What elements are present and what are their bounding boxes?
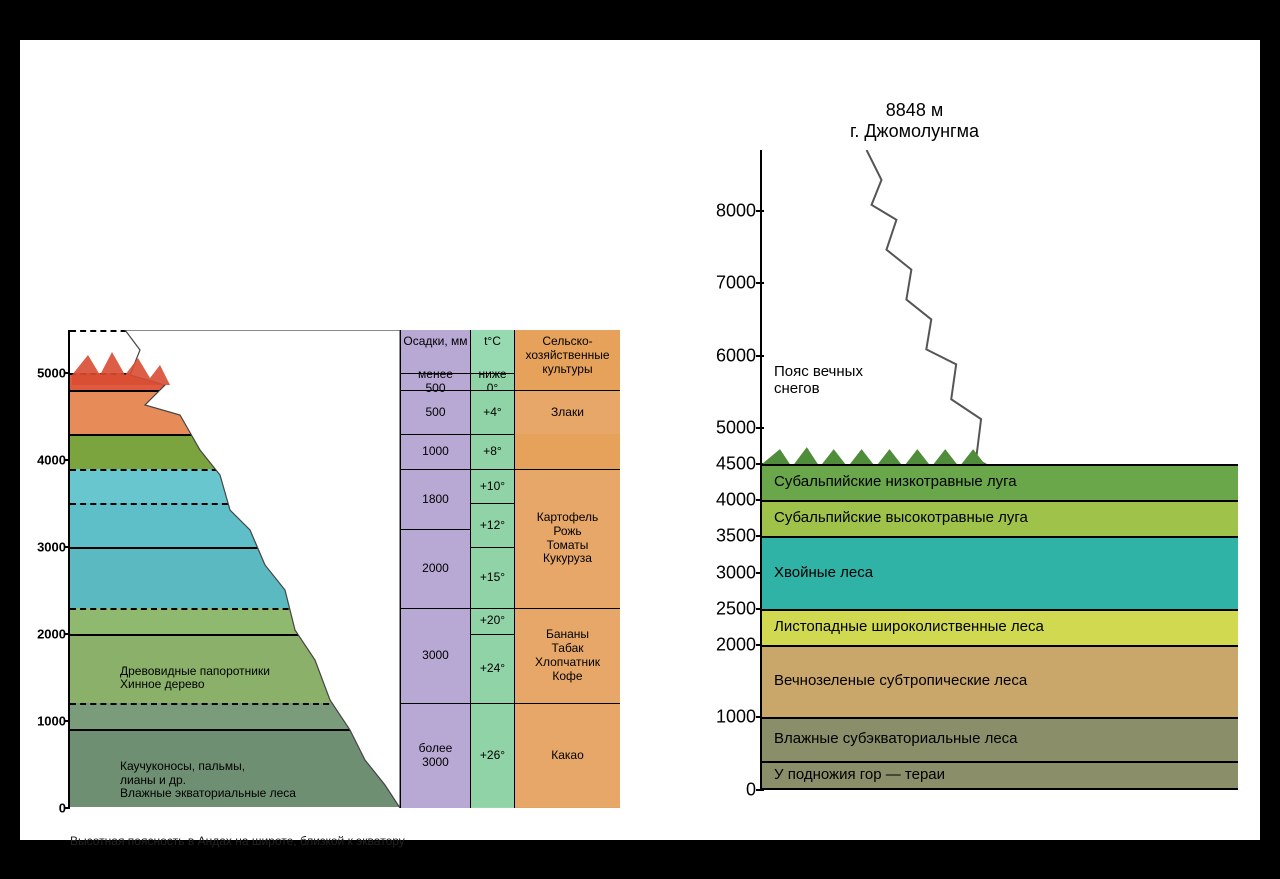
andes-caption: Высотная поясность в Андах на широте, бл… <box>70 834 405 848</box>
everest-snow-label: Пояс вечных снегов <box>774 363 863 398</box>
everest-zone-label-5: Влажные субэкваториальные леса <box>774 730 1018 747</box>
andes-zone-label-8: Древовидные папоротники Хинное дерево <box>120 665 270 691</box>
panel-agriculture: Сельско- хозяйственные культуры Злаки Кар… <box>514 330 620 808</box>
diagram-sheet: 010002000300040005000 Снега и ледникиГол… <box>20 40 1260 840</box>
andes-zone-label-7: Бамбук <box>330 613 371 626</box>
andes-tick-4000: 4000 <box>37 452 66 467</box>
everest-title: 8848 м г. Джомолунгма <box>850 100 979 143</box>
everest-tick-4000: 4000 <box>716 490 756 511</box>
andes-zone-bands: Снега и ледникиГолые скалыКаменистые пус… <box>70 330 400 808</box>
precip-cell-5: 3000 <box>401 608 470 704</box>
panel-temperature: t°C ниже 0°+4°+8°+10°+12°+15°+20°+24°+26… <box>470 330 514 808</box>
precip-cell-4: 2000 <box>401 529 470 607</box>
temp-cell-8: +26° <box>471 703 514 807</box>
andes-diagram: 010002000300040005000 Снега и ледникиГол… <box>20 330 620 830</box>
everest-tick-4500: 4500 <box>716 454 756 475</box>
andes-data-panels: Осадки, мм менее 5005001000180020003000б… <box>400 330 620 808</box>
temp-cell-1: +4° <box>471 390 514 433</box>
temp-cell-2: +8° <box>471 434 514 469</box>
precip-cell-2: 1000 <box>401 434 470 469</box>
andes-tick-5000: 5000 <box>37 365 66 380</box>
precip-cell-6: более 3000 <box>401 703 470 807</box>
temp-cell-0: ниже 0° <box>471 373 514 390</box>
andes-zone-3 <box>70 434 400 469</box>
everest-tick-2500: 2500 <box>716 598 756 619</box>
andes-zone-6 <box>70 547 400 608</box>
temp-cell-4: +12° <box>471 503 514 546</box>
everest-tick-3000: 3000 <box>716 562 756 583</box>
temp-cell-5: +15° <box>471 547 514 608</box>
andes-plot-area: Снега и ледникиГолые скалыКаменистые пус… <box>68 330 620 808</box>
andes-zone-4 <box>70 469 400 504</box>
temp-cell-6: +20° <box>471 608 514 634</box>
andes-zone-label-0: Снега и ледники <box>162 343 218 369</box>
everest-height: 8848 м <box>886 100 943 120</box>
page-root: 010002000300040005000 Снега и ледникиГол… <box>0 0 1280 879</box>
precip-cell-3: 1800 <box>401 469 470 530</box>
agri-cell-3: Какао <box>515 703 620 807</box>
andes-zone-label-5: Высокогорные леса <box>280 517 361 543</box>
andes-zone-label-1: Голые скалы <box>210 374 282 387</box>
agri-cell-0: Злаки <box>515 390 620 433</box>
precip-cell-1: 500 <box>401 390 470 433</box>
andes-y-axis: 010002000300040005000 <box>20 330 68 808</box>
everest-tick-0: 0 <box>746 779 756 800</box>
everest-zone-label-2: Хвойные леса <box>774 564 873 581</box>
everest-tick-2000: 2000 <box>716 634 756 655</box>
everest-tick-7000: 7000 <box>716 273 756 294</box>
everest-name: г. Джомолунгма <box>850 121 979 141</box>
temp-cell-7: +24° <box>471 634 514 704</box>
agri-cell-2: Бананы Табак Хлопчатник Кофе <box>515 608 620 704</box>
temp-cell-3: +10° <box>471 469 514 504</box>
everest-diagram: 8848 м г. Джомолунгма 0 1000 2000 2500 3000 3… <box>700 100 1240 800</box>
andes-zone-9 <box>70 703 400 729</box>
andes-zone-label-10: Каучуконосы, пальмы, лианы и др. Влажные… <box>120 760 296 800</box>
everest-tick-1000: 1000 <box>716 707 756 728</box>
andes-tick-2000: 2000 <box>37 626 66 641</box>
agri-header: Сельско- хозяйственные культуры <box>515 330 620 386</box>
andes-zone-0 <box>70 330 400 373</box>
everest-tick-5000: 5000 <box>716 417 756 438</box>
andes-zone-label-3: Кустарники Пастбища <box>255 443 318 469</box>
andes-tick-1000: 1000 <box>37 713 66 728</box>
precip-cell-0: менее 500 <box>401 373 470 390</box>
everest-zone-label-4: Вечнозеленые субтропические леса <box>774 672 1027 689</box>
everest-tick-6000: 6000 <box>716 345 756 366</box>
everest-y-axis: 0100020002500300035004000450050006000700… <box>700 150 760 790</box>
everest-zone-label-6: У подножия гор — тераи <box>774 766 945 783</box>
agri-cell-1: Картофель Рожь Томаты Кукуруза <box>515 469 620 608</box>
everest-tick-3500: 3500 <box>716 526 756 547</box>
everest-tick-8000: 8000 <box>716 200 756 221</box>
panel-precipitation: Осадки, мм менее 5005001000180020003000б… <box>400 330 470 808</box>
everest-plot-area: Пояс вечных снегов Субальпийские низкотр… <box>760 150 1238 790</box>
andes-tick-3000: 3000 <box>37 539 66 554</box>
everest-zone-label-1: Субальпийские высокотравные луга <box>774 509 1028 526</box>
andes-zone-label-6: Горные леса <box>300 569 341 595</box>
everest-zone-label-0: Субальпийские низкотравные луга <box>774 473 1017 490</box>
everest-zone-label-3: Листопадные широколиственные леса <box>774 618 1044 635</box>
andes-zone-label-4: Низкорослые деревья <box>250 478 325 504</box>
